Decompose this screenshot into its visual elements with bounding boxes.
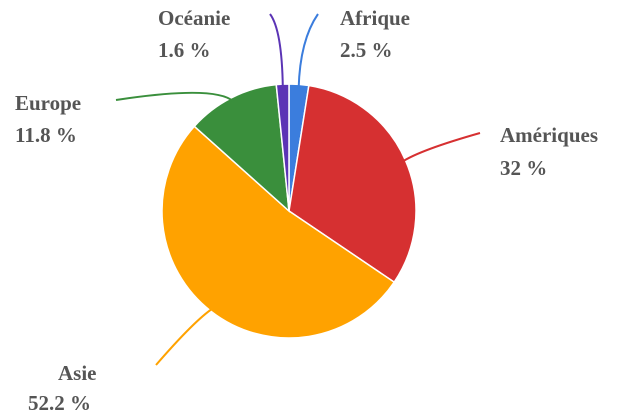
slice-value-label: 1.6 % bbox=[158, 38, 211, 62]
slice-value-label: 2.5 % bbox=[340, 38, 393, 62]
pie-slice bbox=[193, 83, 290, 213]
slice-value-label: 52.2 % bbox=[28, 391, 91, 414]
leader-line bbox=[269, 13, 284, 89]
slice-label: Europe bbox=[15, 91, 81, 115]
slice-value-label: 11.8 % bbox=[15, 123, 77, 147]
slice-label: Asie bbox=[58, 361, 97, 385]
slice-label: Amériques bbox=[500, 123, 598, 147]
leader-line bbox=[401, 132, 481, 163]
leader-line bbox=[297, 13, 319, 89]
slice-label: Afrique bbox=[340, 6, 410, 30]
pie-slice bbox=[161, 125, 396, 339]
slice-value-label: 32 % bbox=[500, 156, 547, 180]
leader-line bbox=[115, 91, 234, 103]
slice-label: Océanie bbox=[158, 6, 230, 30]
leader-line bbox=[155, 307, 214, 366]
